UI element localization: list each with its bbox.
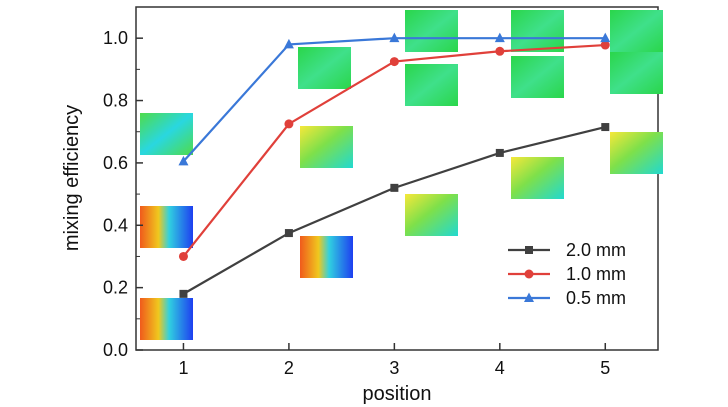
data-point xyxy=(178,251,188,261)
concentration-map xyxy=(610,52,663,94)
concentration-map xyxy=(511,56,564,98)
y-axis-title: mixing efficiency xyxy=(61,105,83,251)
concentration-map xyxy=(610,10,663,52)
x-tick-label: 3 xyxy=(389,358,399,378)
concentration-map xyxy=(300,236,353,278)
series-2-0-mm xyxy=(179,123,610,298)
concentration-map xyxy=(140,113,193,155)
data-point xyxy=(389,57,399,67)
concentration-maps xyxy=(140,10,663,340)
data-point xyxy=(600,32,611,43)
concentration-map xyxy=(140,206,193,248)
legend-marker xyxy=(525,246,533,254)
legend-label: 1.0 mm xyxy=(566,264,626,284)
x-axis: 1 2 3 4 5 xyxy=(178,343,610,378)
legend-item: 0.5 mm xyxy=(508,288,626,308)
legend-item: 2.0 mm xyxy=(508,240,626,260)
legend-marker xyxy=(524,292,534,302)
data-point xyxy=(283,38,294,49)
concentration-map xyxy=(298,47,351,89)
series-line xyxy=(182,125,606,295)
data-point xyxy=(178,155,189,166)
concentration-map xyxy=(511,10,564,52)
data-point xyxy=(494,32,505,43)
y-tick-label: 0.4 xyxy=(103,215,128,235)
data-point xyxy=(284,229,293,238)
y-axis: 0.0 0.2 0.4 0.6 0.8 1.0 xyxy=(103,28,143,360)
concentration-map xyxy=(511,157,564,199)
concentration-map xyxy=(610,132,663,174)
concentration-map xyxy=(405,10,458,52)
y-tick-label: 0.0 xyxy=(103,340,128,360)
concentration-map xyxy=(300,126,353,168)
legend: 2.0 mm 1.0 mm 0.5 mm xyxy=(508,240,626,308)
data-point xyxy=(284,119,294,129)
y-tick-label: 1.0 xyxy=(103,28,128,48)
concentration-map xyxy=(140,298,193,340)
data-point xyxy=(389,32,400,43)
legend-label: 0.5 mm xyxy=(566,288,626,308)
data-point xyxy=(495,148,504,157)
y-tick-label: 0.2 xyxy=(103,278,128,298)
data-point xyxy=(390,183,399,192)
x-axis-title: position xyxy=(363,383,432,405)
concentration-map xyxy=(405,64,458,106)
y-tick-label: 0.8 xyxy=(103,91,128,111)
data-point xyxy=(495,46,505,56)
plot-frame xyxy=(135,6,659,351)
data-point xyxy=(601,123,610,132)
legend-label: 2.0 mm xyxy=(566,240,626,260)
x-tick-label: 2 xyxy=(284,358,294,378)
y-tick-label: 0.6 xyxy=(103,153,128,173)
data-point xyxy=(600,40,610,50)
series-layer xyxy=(178,32,611,298)
legend-item: 1.0 mm xyxy=(508,264,626,284)
x-tick-label: 4 xyxy=(495,358,505,378)
legend-marker xyxy=(524,269,534,279)
x-tick-label: 1 xyxy=(178,358,188,378)
series-0-5-mm xyxy=(178,32,611,166)
concentration-map xyxy=(405,194,458,236)
x-tick-label: 5 xyxy=(600,358,610,378)
data-point xyxy=(179,289,188,298)
series-1-0-mm xyxy=(178,40,610,261)
